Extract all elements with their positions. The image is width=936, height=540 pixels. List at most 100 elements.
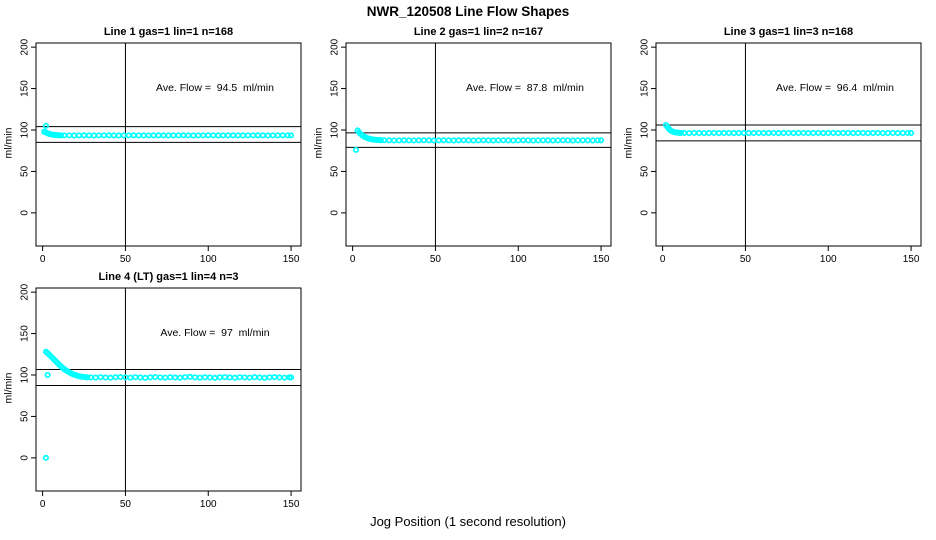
data-point (61, 132, 68, 139)
data-point (410, 137, 417, 144)
data-point (559, 137, 567, 144)
panel-title: Line 3 gas=1 lin=3 n=168 (723, 26, 854, 38)
x-tick-label: 50 (120, 254, 132, 265)
panel-line-2: Line 2 gas=1 lin=2 n=167 ml/min Ave. Flo… (310, 20, 622, 270)
panel-title: Line 4 (LT) gas=1 lin=4 n=3 (98, 271, 239, 283)
y-tick-label: 200 (20, 38, 31, 55)
data-point (259, 132, 266, 139)
data-point (825, 129, 832, 137)
data-point (269, 132, 276, 139)
data-point (220, 132, 227, 139)
data-point (182, 374, 189, 381)
data-point (696, 129, 703, 137)
data-point (405, 137, 412, 144)
data-point (859, 129, 867, 136)
data-point (790, 130, 797, 137)
data-point (735, 129, 742, 137)
data-points (662, 121, 915, 137)
y-tick-label: 150 (20, 325, 31, 342)
data-point (271, 374, 278, 381)
data-point (530, 137, 537, 144)
data-point (715, 130, 722, 137)
data-point (705, 129, 713, 137)
x-axis-title: Jog Position (1 second resolution) (370, 514, 566, 529)
data-point (241, 374, 248, 381)
data-point (167, 374, 174, 381)
data-point (125, 132, 132, 139)
data-point (244, 132, 252, 139)
data-point (165, 132, 172, 139)
data-point (186, 373, 194, 380)
data-point (44, 371, 51, 379)
data-point (815, 129, 822, 136)
y-tick-label: 50 (20, 410, 31, 422)
data-point (535, 137, 542, 144)
data-point (130, 132, 137, 139)
data-point (750, 129, 757, 137)
y-tick-label: 100 (330, 121, 341, 138)
data-point (249, 132, 257, 139)
data-point (274, 132, 281, 139)
y-tick-label: 200 (330, 38, 341, 55)
data-point (395, 137, 403, 144)
panel-line-1: Line 1 gas=1 lin=1 n=168 ml/min Ave. Flo… (0, 20, 312, 270)
data-point (520, 137, 527, 144)
main-title: NWR_120508 Line Flow Shapes (366, 4, 570, 19)
data-point (525, 137, 532, 144)
data-point (142, 374, 149, 381)
data-point (155, 132, 162, 139)
data-point (677, 129, 684, 136)
data-point (855, 129, 862, 137)
data-point (216, 374, 223, 381)
data-point (115, 132, 122, 139)
data-point (800, 129, 807, 136)
data-point (145, 132, 152, 139)
data-point (450, 137, 457, 144)
y-tick-label: 150 (330, 80, 341, 97)
data-point (236, 374, 243, 381)
data-point (420, 137, 427, 144)
y-tick-label: 100 (20, 121, 31, 138)
data-point (352, 146, 359, 153)
data-point (440, 137, 447, 144)
data-point (598, 137, 605, 144)
data-point (515, 137, 522, 144)
y-tick-label: 100 (640, 121, 651, 138)
data-point (574, 137, 581, 144)
data-point (904, 129, 911, 136)
data-point (445, 137, 452, 144)
data-point (899, 129, 906, 137)
y-tick-label: 0 (330, 210, 341, 216)
data-point (564, 137, 571, 144)
data-point (840, 129, 847, 137)
panel-line-3: Line 3 gas=1 lin=3 n=168 ml/min Ave. Flo… (620, 20, 932, 270)
data-point (589, 137, 596, 144)
y-tick-label: 200 (640, 38, 651, 55)
data-point (785, 129, 792, 136)
x-tick-label: 150 (283, 499, 300, 510)
data-point (765, 129, 772, 137)
x-tick-label: 0 (660, 254, 666, 265)
y-tick-label: 100 (20, 366, 31, 383)
x-tick-label: 0 (40, 254, 46, 265)
data-point (700, 130, 708, 137)
data-point (495, 137, 502, 144)
x-tick-label: 50 (430, 254, 442, 265)
data-point (117, 373, 124, 381)
data-point (760, 130, 767, 137)
data-point (510, 137, 517, 144)
data-point (157, 374, 164, 381)
data-point (162, 374, 169, 381)
data-point (87, 374, 94, 381)
data-point (470, 137, 477, 144)
data-point (105, 132, 112, 139)
data-point (57, 132, 64, 139)
data-point (710, 129, 718, 136)
data-point (239, 132, 247, 139)
x-tick-label: 100 (510, 254, 527, 265)
data-point (584, 137, 591, 144)
data-point (231, 374, 238, 381)
data-point (226, 374, 233, 381)
ave-flow-annotation: Ave. Flow = 87.8 ml/min (466, 82, 584, 94)
data-point (127, 374, 134, 381)
